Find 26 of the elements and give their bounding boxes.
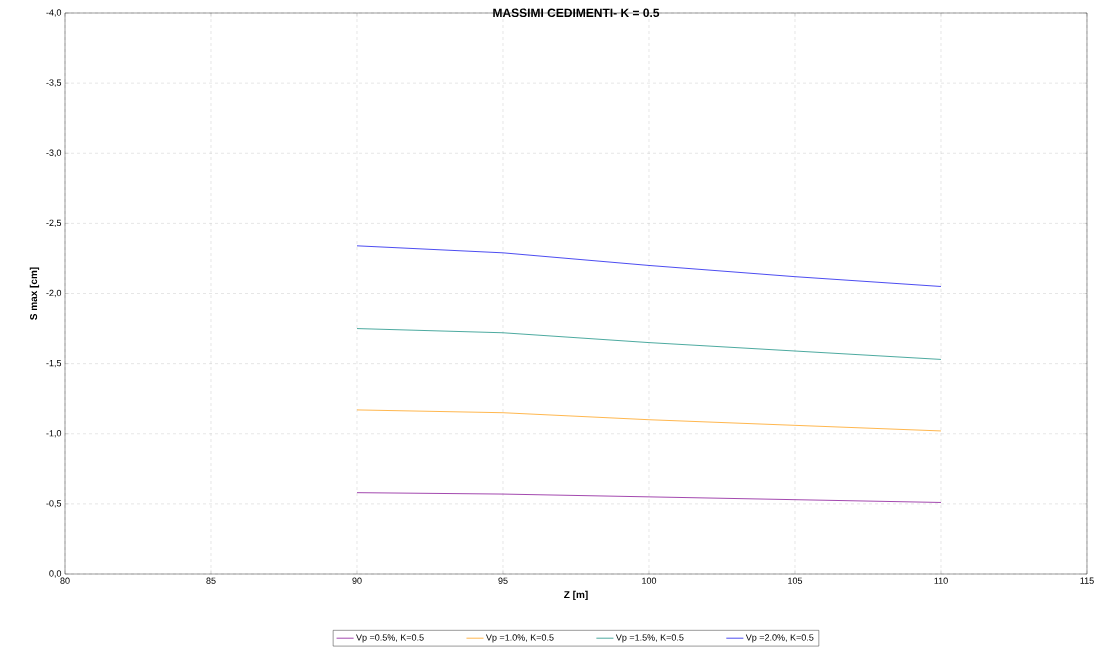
legend-label: Vp =2.0%, K=0.5 [745,634,814,643]
y-tick-label: -2,0 [46,289,62,298]
y-tick-label: -1,0 [46,430,62,438]
x-axis-title: Z [m] [564,590,588,601]
legend-label: Vp =1.5%, K=0.5 [615,634,684,643]
y-tick-label: -3,0 [46,149,62,157]
legend-label: Vp =0.5%, K=0.5 [356,634,424,643]
line-series [356,492,942,503]
y-tick-label: -3,5 [46,79,62,87]
y-tick-label: -2,5 [46,219,62,228]
x-tick-label: 90 [352,577,362,584]
x-tick-label: 105 [788,577,803,584]
x-tick-label: 115 [1080,577,1094,584]
y-tick-label: -4,0 [46,9,62,17]
x-tick-label: 110 [934,577,948,584]
x-tick-label: 95 [498,577,508,584]
x-tick-label: 80 [60,577,70,584]
y-tick-label: -0,5 [46,500,62,508]
y-tick-label: 0,0 [49,570,62,578]
line-series [356,245,942,287]
y-tick-label: -1,5 [46,359,62,368]
x-tick-label: 85 [206,577,216,584]
x-tick-label: 100 [642,577,657,584]
legend-label: Vp =1.0%, K=0.5 [485,634,554,643]
y-axis-title: S max [cm] [29,267,40,320]
chart-title: MASSIMI CEDIMENTI- K = 0.5 [493,8,660,18]
